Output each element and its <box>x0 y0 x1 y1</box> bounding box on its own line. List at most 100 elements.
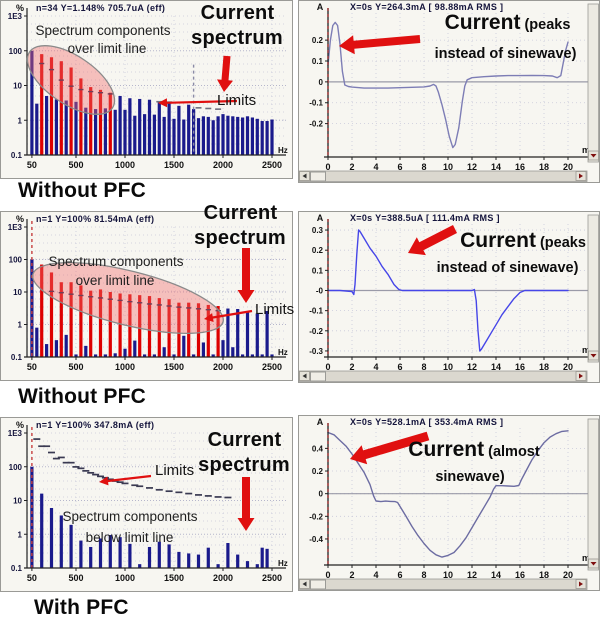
scroll-right-button-icon <box>579 581 583 587</box>
limit-mark <box>48 68 55 71</box>
x-tick-label: 20 <box>563 570 573 580</box>
limit-dash <box>215 108 222 110</box>
limit-mark <box>156 304 162 306</box>
measurement-header: n=1 Y=100% 81.54mA (eff) <box>36 214 154 224</box>
x-tick-label: 14 <box>491 362 501 372</box>
y-tick-label: -0.1 <box>309 307 323 316</box>
limit-mark <box>97 92 104 94</box>
x-tick-label: 16 <box>515 570 525 580</box>
spectrum-note-line2: below limit line <box>85 530 174 545</box>
current-spectrum-label-line2: spectrum <box>191 27 283 49</box>
limits-label: Limits <box>155 462 195 479</box>
x-tick-label: 500 <box>68 573 83 583</box>
current-spectrum-label-line2: spectrum <box>198 454 290 476</box>
current-annotation-paren: (peaks <box>539 235 586 251</box>
limit-mark <box>215 309 221 312</box>
current-annotation-main: Current <box>460 229 536 252</box>
y-tick-label: 100 <box>9 256 23 265</box>
vertical-scrollbar[interactable] <box>587 214 599 363</box>
x-tick-label: 2500 <box>262 160 282 170</box>
horizontal-scrollbar[interactable] <box>298 370 588 382</box>
limit-mark <box>68 85 74 87</box>
horizontal-scrollbar[interactable] <box>298 578 588 590</box>
x-tick-label: 0 <box>325 570 330 580</box>
limit-mark <box>58 292 64 294</box>
caption-with-pfc: With PFC <box>34 596 129 619</box>
y-tick-label: 0.2 <box>312 36 324 45</box>
limit-stair-dash <box>52 457 60 460</box>
limit-mark <box>166 305 172 307</box>
caption-without-pfc-2: Without PFC <box>18 385 146 408</box>
y-tick-label: 0 <box>319 490 324 499</box>
scroll-right-button-icon <box>579 173 583 179</box>
scrollbar-thumb[interactable] <box>310 171 326 182</box>
limit-mark <box>137 302 143 304</box>
limit-mark <box>186 307 192 309</box>
x-tick-label: 50 <box>27 362 37 372</box>
x-tick-label: 2500 <box>262 362 282 372</box>
scroll-down-button-icon <box>590 562 597 566</box>
limits-label: Limits <box>217 92 257 109</box>
scroll-down-button-icon <box>590 154 597 158</box>
scope-panel-2: 0.3 0.2 0.1 -0 -0.1 -0.2 -0.3 0 2 4 6 8 10 12 14 16 18 20… <box>298 211 600 383</box>
y-tick-label: 10 <box>13 497 22 506</box>
scope-panel-1: 0.20.10-0.1-0.202468101214161820msAX=0s … <box>298 0 600 183</box>
horizontal-scrollbar[interactable] <box>298 170 588 182</box>
limit-mark <box>107 93 113 95</box>
current-waveform-chart-2: 0.3 0.2 0.1 -0 -0.1 -0.2 -0.30 2 4 6 8 10 12 14 16 18 20… <box>298 211 600 383</box>
x-tick-label: 1000 <box>115 160 135 170</box>
current-annotation: Current (peaks <box>425 11 590 34</box>
limit-stair-dash <box>146 487 153 489</box>
current-annotation: Current (almost <box>398 438 550 461</box>
measurement-header: X=0s Y=388.5uA [ 111.4mA RMS ] <box>350 213 500 223</box>
x-unit-label: Hz <box>278 146 288 155</box>
scroll-left-button-icon <box>302 173 307 179</box>
limit-stair-dash <box>33 438 41 440</box>
y-tick-label: -0.2 <box>309 512 323 521</box>
x-tick-label: 1000 <box>115 573 135 583</box>
limit-stair-dash <box>106 478 114 481</box>
vertical-scrollbar[interactable] <box>587 418 599 571</box>
measurement-header: n=34 Y=1.148% 705.7uA (eff) <box>36 3 165 13</box>
scroll-left-button-icon <box>302 581 307 587</box>
x-tick-label: 2 <box>349 162 354 172</box>
current-waveform-trace <box>327 430 569 558</box>
x-tick-label: 16 <box>515 362 525 372</box>
limits-label: Limits <box>255 301 295 318</box>
y-tick-label: -0.4 <box>309 535 323 544</box>
limit-dash <box>175 101 182 104</box>
x-tick-label: 10 <box>443 362 453 372</box>
x-tick-label: 50 <box>27 160 37 170</box>
scrollbar-thumb[interactable] <box>310 371 326 382</box>
scrollbar-thumb[interactable] <box>310 579 326 590</box>
y-tick-label: 1 <box>18 321 23 330</box>
x-tick-label: 2000 <box>213 362 233 372</box>
x-tick-label: 18 <box>539 570 549 580</box>
limit-stair-dash <box>101 476 109 479</box>
limit-stair-dash <box>195 494 202 496</box>
current-spectrum-label-line2: spectrum <box>194 227 286 249</box>
harmonic-spectrum-chart-1: 1E3 100 10 1 0.1 50 500 1000 1500 2000 2500 Hz% n=34… <box>0 0 293 179</box>
limit-dash <box>156 100 163 103</box>
scroll-right-button-icon <box>579 373 583 379</box>
y-tick-label: -0.2 <box>309 327 323 336</box>
spectrum-note-line2: over limit line <box>67 41 147 56</box>
caption-without-pfc-1: Without PFC <box>18 179 146 202</box>
limit-mark <box>117 299 123 302</box>
x-tick-label: 500 <box>68 362 83 372</box>
y-tick-label: 0.1 <box>11 564 23 573</box>
vertical-scrollbar[interactable] <box>587 3 599 163</box>
x-tick-label: 2500 <box>262 573 282 583</box>
current-waveform-trace <box>327 229 569 352</box>
limit-mark <box>205 308 211 311</box>
limit-stair-dash <box>224 496 232 499</box>
y-tick-label: 0.1 <box>11 353 23 362</box>
current-annotation-main: Current <box>408 438 485 461</box>
y-tick-label: 10 <box>13 82 22 91</box>
y-tick-label: -0.2 <box>309 120 323 129</box>
y-tick-label: 1E3 <box>8 12 23 21</box>
y-tick-label: 0.3 <box>312 226 324 235</box>
limit-stair-dash <box>136 485 144 488</box>
measurement-header: X=0s Y=264.3mA [ 98.88mA RMS ] <box>350 2 503 12</box>
